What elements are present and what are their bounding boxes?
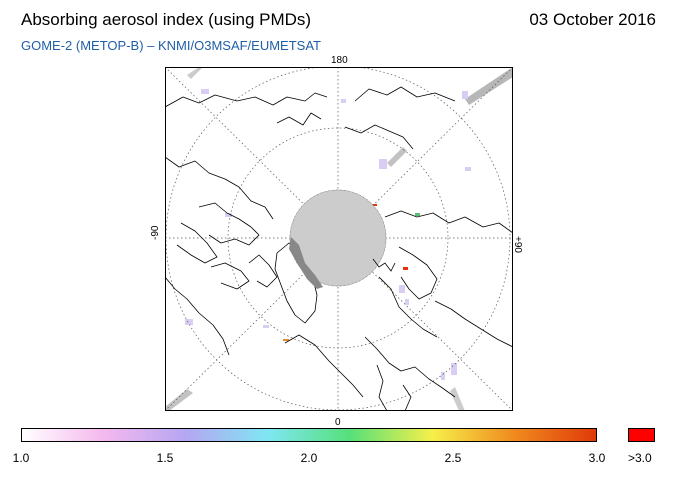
aerosol-high-speck <box>403 267 408 270</box>
swath-gap-top-left <box>187 67 203 79</box>
colorbar-tick-label: 2.0 <box>300 451 318 465</box>
colorbar <box>21 428 597 442</box>
swath-gap-bottom-left <box>165 389 193 411</box>
date-label: 03 October 2016 <box>529 10 656 29</box>
colorbar-tick-label: 1.0 <box>12 451 30 465</box>
swath-gap-bottom-right <box>450 387 465 411</box>
over-range-label: >3.0 <box>628 451 652 465</box>
longitude-label-left: -90 <box>150 225 161 240</box>
map-frame <box>165 67 513 411</box>
colorbar-tick-label: 3.0 <box>588 451 606 465</box>
aerosol-mid-speck <box>283 339 289 341</box>
colorbar-tick-label: 1.5 <box>156 451 174 465</box>
aerosol-specks <box>185 89 471 380</box>
page-title: Absorbing aerosol index (using PMDs) <box>21 10 312 29</box>
coastlines <box>165 86 513 411</box>
longitude-label-right: +90 <box>512 236 523 253</box>
over-range-swatch <box>628 428 655 442</box>
polar-map <box>165 67 513 411</box>
aerosol-mid-speck <box>415 213 420 216</box>
no-data-shadow <box>289 237 323 289</box>
swath-gap-right <box>387 147 407 167</box>
colorbar-tick-label: 2.5 <box>444 451 462 465</box>
no-data-region <box>289 189 387 287</box>
longitude-label-bottom: 0 <box>335 417 341 428</box>
subtitle: GOME-2 (METOP-B) – KNMI/O3MSAF/EUMETSAT <box>21 38 321 53</box>
swath-gap-top-right <box>465 67 513 105</box>
coastline-segment <box>372 258 396 272</box>
longitude-label-top: 180 <box>331 55 348 66</box>
